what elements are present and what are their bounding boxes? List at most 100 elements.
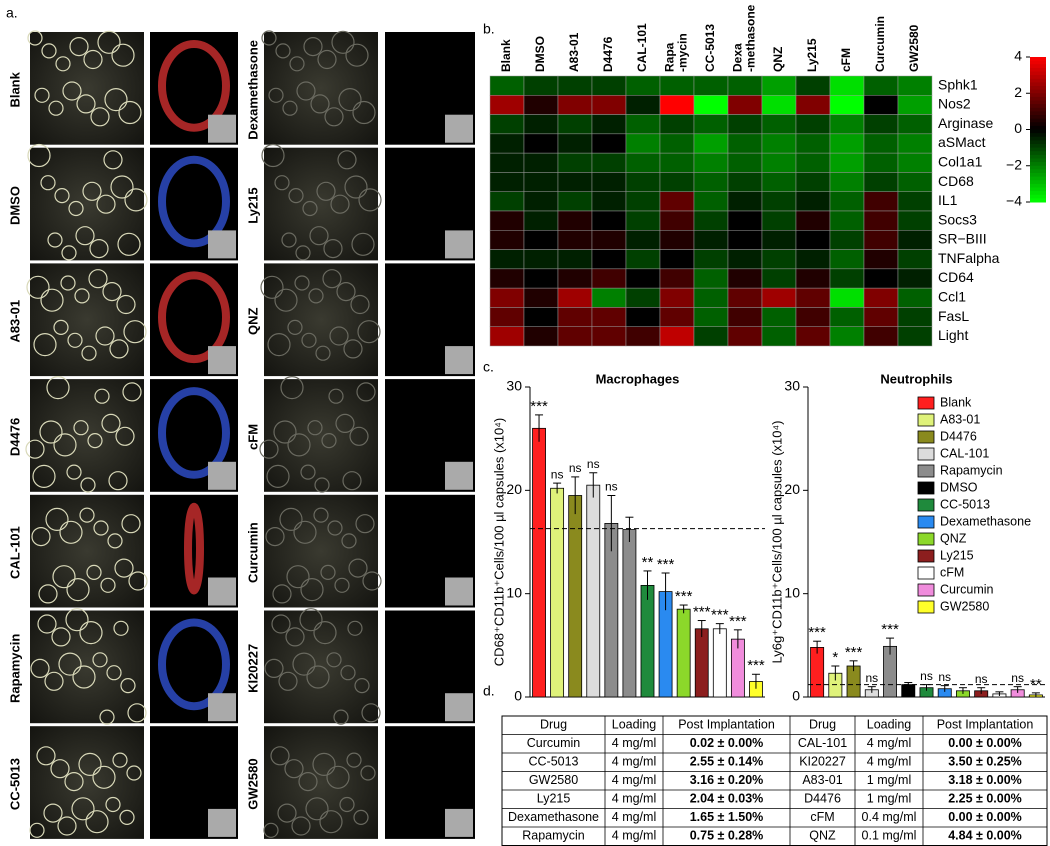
cell bbox=[25, 439, 45, 459]
heat-cell bbox=[659, 249, 695, 270]
heat-cell bbox=[693, 210, 729, 231]
cell bbox=[76, 94, 96, 114]
cell bbox=[57, 816, 77, 836]
table-cell: Dexamethasone bbox=[508, 810, 599, 824]
heat-cell bbox=[727, 249, 763, 270]
cell bbox=[320, 564, 336, 581]
heat-cell bbox=[557, 133, 593, 154]
y-tick-label: 30 bbox=[784, 378, 800, 394]
colorbar-step bbox=[1030, 75, 1046, 80]
colorbar-step bbox=[1030, 129, 1046, 134]
table-cell: 4 mg/ml bbox=[612, 736, 656, 750]
bar bbox=[810, 647, 825, 698]
colorbar-step bbox=[1030, 82, 1046, 87]
cell bbox=[41, 43, 57, 59]
heat-cell bbox=[489, 95, 525, 115]
legend-swatch bbox=[917, 396, 935, 410]
table-cell: 0.4 mg/ml bbox=[862, 810, 917, 824]
heat-cell bbox=[897, 172, 933, 192]
cell bbox=[294, 275, 310, 291]
heat-cell bbox=[829, 75, 865, 96]
cell bbox=[350, 294, 370, 315]
inset bbox=[445, 230, 473, 259]
significance: *** bbox=[530, 398, 548, 415]
cell bbox=[64, 771, 84, 792]
heat-cell bbox=[761, 210, 797, 231]
significance: *** bbox=[675, 588, 693, 605]
chart-title: Neutrophils bbox=[880, 371, 952, 386]
heat-cell bbox=[829, 133, 865, 154]
bar bbox=[712, 628, 727, 698]
heat-cell bbox=[727, 172, 763, 192]
heat-cell bbox=[557, 75, 593, 96]
colorbar-step bbox=[1030, 140, 1046, 145]
legend-swatch bbox=[917, 532, 935, 546]
error-bar bbox=[1031, 692, 1040, 697]
capsule-stain bbox=[158, 618, 230, 711]
cell bbox=[319, 810, 343, 834]
heat-cell bbox=[523, 268, 559, 289]
cell bbox=[46, 376, 70, 400]
colorbar-step bbox=[1030, 191, 1046, 196]
error-bar bbox=[977, 687, 986, 694]
error-bar bbox=[535, 414, 544, 442]
colorbar-step bbox=[1030, 133, 1046, 138]
cell bbox=[127, 703, 147, 723]
cell bbox=[310, 94, 330, 114]
cell bbox=[316, 181, 336, 201]
cell bbox=[90, 107, 110, 127]
cell bbox=[38, 584, 58, 604]
heat-cell bbox=[659, 326, 695, 347]
capsule-stain bbox=[158, 271, 230, 364]
colorbar-label: −2 bbox=[1006, 156, 1022, 172]
heat-cell bbox=[863, 133, 899, 154]
heat-cell bbox=[863, 75, 899, 96]
cell bbox=[353, 809, 369, 826]
colorbar-step bbox=[1030, 154, 1046, 159]
heat-cell bbox=[795, 172, 831, 192]
significance: *** bbox=[808, 624, 826, 641]
error-bar bbox=[958, 687, 967, 694]
significance: ns bbox=[920, 669, 933, 683]
row-label: CD64 bbox=[938, 269, 974, 285]
cell bbox=[291, 816, 311, 836]
heat-cell bbox=[489, 114, 525, 135]
heat-cell bbox=[523, 75, 559, 96]
heat-cell bbox=[829, 307, 865, 327]
cell bbox=[333, 709, 349, 725]
heat-cell bbox=[625, 210, 661, 231]
heat-cell bbox=[523, 95, 559, 115]
legend-label: GW2580 bbox=[940, 599, 989, 613]
cell bbox=[323, 239, 343, 259]
cell bbox=[303, 36, 323, 57]
cell bbox=[119, 809, 135, 826]
row-label: Nos2 bbox=[938, 96, 971, 112]
y-axis-label: CD68⁺CD11b⁺Cells/100 µl capsules (x10⁴) bbox=[491, 418, 506, 666]
table-cell: cFM bbox=[810, 810, 834, 824]
legend-swatch bbox=[917, 413, 935, 427]
cell bbox=[346, 752, 362, 768]
error-bar bbox=[679, 604, 688, 614]
image-label: CAL-101 bbox=[7, 526, 22, 579]
heat-cell bbox=[761, 152, 797, 173]
capsule-stain bbox=[184, 502, 204, 595]
heat-cell bbox=[795, 191, 831, 212]
cell bbox=[85, 810, 109, 834]
cell bbox=[296, 81, 316, 101]
error-bar bbox=[831, 665, 840, 681]
heat-cell bbox=[523, 307, 559, 327]
cell bbox=[305, 797, 329, 821]
cell bbox=[37, 614, 57, 634]
heat-cell bbox=[557, 152, 593, 173]
cell bbox=[329, 326, 349, 346]
heat-cell bbox=[693, 230, 729, 250]
heat-cell bbox=[625, 191, 661, 212]
chart-title: Macrophages bbox=[596, 371, 680, 386]
table-cell: A83-01 bbox=[802, 773, 842, 787]
error-bar bbox=[1013, 686, 1022, 693]
heat-cell bbox=[625, 75, 661, 96]
cell bbox=[82, 181, 102, 201]
heat-cell bbox=[591, 75, 627, 96]
error-bar bbox=[813, 640, 822, 654]
inset bbox=[445, 577, 473, 606]
